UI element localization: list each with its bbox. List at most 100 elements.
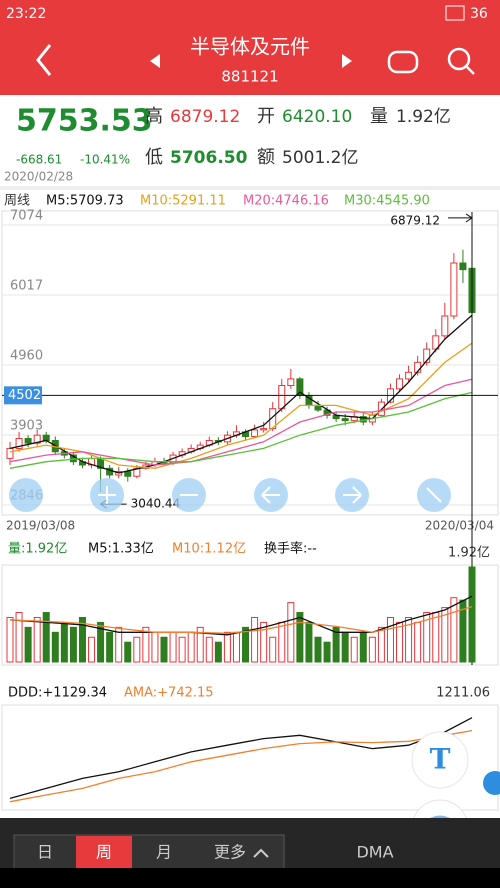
candle-body	[42, 434, 50, 441]
volume-bar	[305, 621, 313, 663]
quote-date: 2020/02/28	[4, 170, 73, 184]
volume-bar	[332, 626, 340, 663]
volume-bar	[468, 566, 476, 663]
volume-bar	[51, 631, 59, 663]
tab[interactable]: 月	[156, 843, 172, 862]
volume-frame	[1, 564, 499, 666]
kline-frame	[1, 210, 499, 516]
float-t-button[interactable]	[411, 731, 469, 789]
candle-body	[33, 434, 41, 444]
candle-body	[423, 348, 431, 363]
pct: -10.41%	[80, 153, 130, 167]
open-label: 开	[257, 106, 275, 127]
volume-bar	[368, 636, 376, 663]
search-button[interactable]	[447, 47, 471, 71]
ddd-line	[9, 729, 473, 803]
edge-button[interactable]	[483, 771, 500, 795]
tab[interactable]: 周	[96, 843, 112, 862]
y-tick-label: 7074	[10, 209, 43, 224]
candle-body	[6, 447, 14, 459]
volume-bar	[88, 636, 96, 663]
vol-max-label: 1.92亿	[448, 546, 490, 561]
volume-bar	[97, 621, 105, 663]
volume-bar	[187, 631, 195, 663]
volume-bar	[42, 612, 50, 663]
status-time: 23:22	[6, 6, 46, 22]
volume-bar	[214, 641, 222, 663]
candle-body	[441, 315, 449, 337]
volume-bar	[178, 636, 186, 663]
ma-legend: M10:5291.11	[140, 194, 226, 209]
volume-bar	[223, 631, 231, 663]
candle-body	[251, 429, 259, 438]
status-battery: 36	[470, 6, 488, 22]
candle-body	[269, 408, 277, 430]
ma-line	[9, 314, 473, 474]
start-date: 2019/03/08	[6, 519, 75, 533]
indicator-tab[interactable]: DMA	[356, 843, 393, 862]
back-button[interactable]	[36, 44, 52, 76]
tab-selected	[76, 836, 132, 868]
battery-icon	[445, 5, 465, 21]
high-note-head	[465, 213, 473, 223]
volume-bar	[414, 621, 422, 663]
ma-legend: M5:5709.73	[46, 194, 124, 209]
price: 5753.53	[16, 104, 153, 139]
volume-bar	[441, 607, 449, 663]
ddd-line	[9, 717, 473, 800]
volume-bar	[15, 612, 23, 663]
volume-bar	[69, 626, 77, 663]
tab[interactable]: 更多	[214, 843, 246, 862]
high-label: 高	[145, 106, 163, 127]
volume-bar	[242, 626, 250, 663]
ma-legend: M30:4545.90	[344, 194, 430, 209]
candle-body	[459, 262, 467, 271]
period-label: 周线	[4, 194, 30, 209]
scroll-left[interactable]	[9, 478, 43, 512]
volume-bar	[24, 626, 32, 663]
vol-legend: 换手率:--	[264, 541, 317, 557]
next-button[interactable]	[342, 54, 352, 68]
volume-bar	[377, 626, 385, 663]
header-bg	[0, 0, 500, 95]
high: 6879.12	[170, 107, 240, 127]
high-note: 6879.12	[390, 213, 440, 227]
ddd-top-label: 1211.06	[436, 686, 490, 701]
volume-bar	[196, 626, 204, 663]
volume-ma-line	[9, 605, 473, 634]
more-chevron	[253, 848, 269, 858]
candle-body	[341, 418, 349, 422]
ma-line	[9, 391, 473, 469]
volume-bar	[359, 631, 367, 663]
volume-bar	[160, 636, 168, 663]
search-handle	[465, 65, 475, 75]
end-date: 2020/03/04	[425, 519, 494, 533]
volume-bar	[6, 616, 14, 663]
low-label: 低	[145, 147, 163, 168]
volume-bar	[142, 626, 150, 663]
low: 5706.50	[170, 148, 248, 168]
volume-bar	[232, 631, 240, 663]
candle-body	[314, 404, 322, 411]
control-icons	[98, 486, 442, 504]
vol-legend: M5:1.33亿	[88, 542, 154, 557]
float-t-label: T	[430, 743, 451, 776]
candle-body	[124, 471, 132, 477]
prev-button[interactable]	[150, 54, 160, 68]
y-tick-label: 6017	[10, 279, 43, 294]
candle-body	[278, 385, 286, 410]
volume-bar	[251, 616, 259, 663]
nav-code: 881121	[221, 68, 278, 86]
candle-body	[15, 438, 23, 449]
volume-bar	[260, 621, 268, 663]
volume-bar	[33, 616, 41, 663]
vol: 1.92亿	[396, 107, 451, 127]
volume-bar	[450, 597, 458, 663]
ddd-legend: DDD:+1129.34	[8, 686, 107, 701]
volume-bar	[106, 631, 114, 663]
tab[interactable]: 日	[37, 843, 53, 862]
robot-button[interactable]	[387, 50, 419, 74]
